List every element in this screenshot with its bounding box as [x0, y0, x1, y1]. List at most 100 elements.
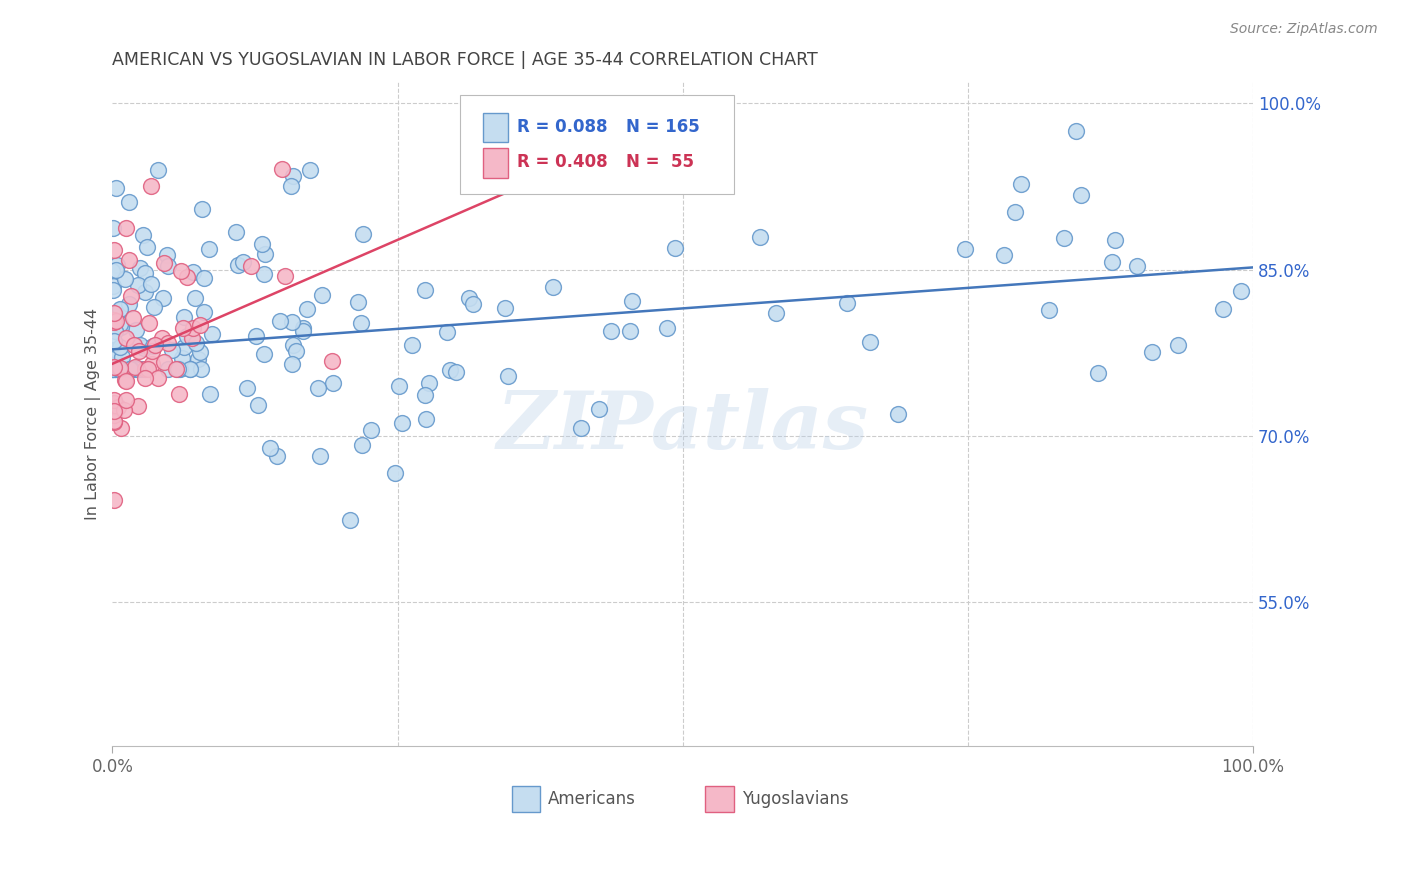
Point — [124, 337, 146, 351]
Point — [156, 362, 179, 376]
Point — [127, 362, 149, 376]
Point — [103, 362, 125, 376]
Point — [193, 271, 215, 285]
Point — [115, 330, 138, 344]
Point — [859, 335, 882, 350]
Point — [292, 324, 315, 338]
Point — [108, 339, 131, 353]
Point — [250, 236, 273, 251]
Point — [129, 260, 152, 275]
Point — [141, 178, 163, 193]
Point — [280, 315, 302, 329]
Point — [105, 362, 128, 376]
Point — [655, 320, 678, 334]
Point — [184, 336, 207, 351]
Point — [148, 163, 170, 178]
Point — [292, 321, 315, 335]
Point — [436, 325, 458, 339]
Point — [311, 288, 333, 302]
Point — [135, 240, 157, 254]
FancyBboxPatch shape — [484, 112, 508, 143]
Point — [103, 414, 125, 428]
FancyBboxPatch shape — [484, 148, 508, 178]
Point — [187, 351, 209, 366]
Point — [887, 407, 910, 421]
Point — [266, 449, 288, 463]
Point — [173, 340, 195, 354]
Point — [120, 289, 142, 303]
Point — [226, 258, 249, 272]
Point — [1230, 284, 1253, 298]
Point — [1104, 233, 1126, 247]
Point — [105, 314, 128, 328]
Point — [101, 278, 124, 293]
Point — [103, 493, 125, 508]
Point — [103, 306, 125, 320]
Point — [418, 376, 440, 390]
Point — [125, 323, 148, 337]
Point — [114, 374, 136, 388]
Point — [114, 373, 136, 387]
Point — [391, 417, 413, 431]
Point — [1064, 124, 1087, 138]
Point — [271, 162, 294, 177]
Point — [347, 295, 370, 310]
Point — [176, 269, 198, 284]
Point — [103, 408, 125, 422]
Point — [1126, 259, 1149, 273]
Point — [188, 344, 211, 359]
Point — [461, 297, 484, 311]
Point — [225, 225, 247, 239]
Point — [198, 242, 221, 256]
Point — [101, 343, 124, 358]
Point — [188, 318, 211, 333]
Point — [118, 362, 141, 376]
Point — [285, 344, 308, 359]
Point — [259, 441, 281, 455]
Text: R = 0.408: R = 0.408 — [517, 153, 607, 171]
Point — [127, 277, 149, 292]
Point — [145, 338, 167, 352]
Point — [101, 308, 124, 322]
Point — [101, 351, 124, 365]
Point — [128, 338, 150, 352]
Point — [1004, 204, 1026, 219]
Point — [103, 313, 125, 327]
Point — [415, 412, 437, 426]
Point — [183, 265, 205, 279]
Point — [1212, 301, 1234, 316]
Point — [120, 362, 142, 376]
Point — [1070, 188, 1092, 202]
Point — [765, 306, 787, 320]
Point — [307, 381, 329, 395]
Point — [114, 271, 136, 285]
Text: ZIPatlas: ZIPatlas — [496, 388, 869, 466]
Point — [108, 317, 131, 331]
Point — [620, 293, 643, 308]
Point — [1038, 303, 1060, 318]
Point — [107, 362, 129, 376]
Point — [139, 277, 162, 292]
Point — [104, 307, 127, 321]
Point — [129, 362, 152, 376]
Point — [101, 362, 124, 376]
Point — [253, 346, 276, 360]
Point — [1142, 344, 1164, 359]
Point — [105, 343, 128, 357]
Point — [179, 362, 201, 376]
Point — [173, 310, 195, 324]
Point — [193, 304, 215, 318]
Point — [190, 202, 212, 216]
Point — [103, 334, 125, 348]
Point — [413, 283, 436, 297]
Point — [1087, 367, 1109, 381]
Point — [176, 329, 198, 343]
Point — [172, 351, 194, 365]
Point — [749, 230, 772, 244]
Point — [103, 244, 125, 258]
Point — [350, 316, 373, 330]
Point — [401, 338, 423, 352]
Point — [103, 396, 125, 410]
Point — [352, 227, 374, 242]
Point — [269, 314, 291, 328]
